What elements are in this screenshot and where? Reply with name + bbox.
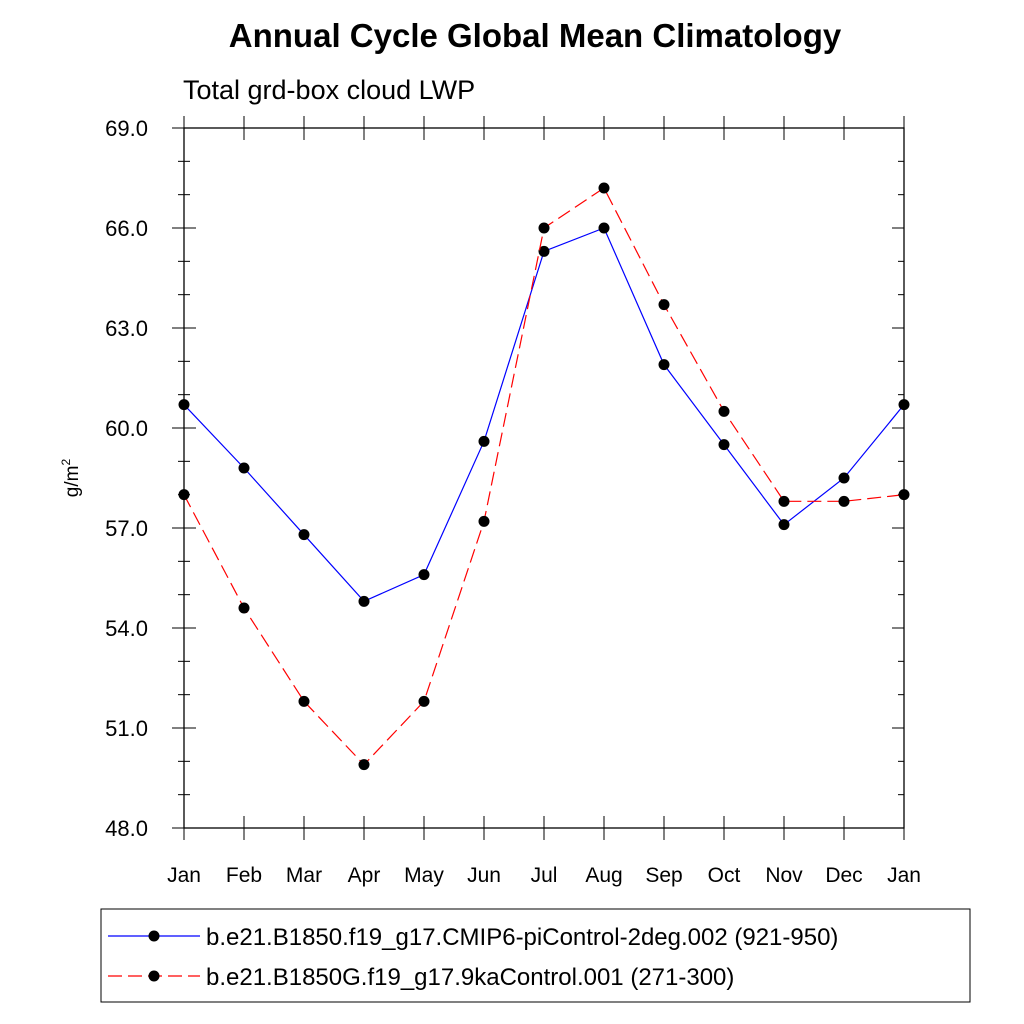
tick-labels: 48.0 51.0 54.0 57.0 60.0 63.0 66.0 69.0 Jan Feb Ma… [105,116,921,887]
x-tick-label: Jul [531,864,558,887]
series-1-marker [478,435,490,447]
series-1-marker [238,462,250,474]
series-2-marker [418,695,430,707]
legend: b.e21.B1850.f19_g17.CMIP6-piControl-2deg… [100,908,971,1003]
series-2-line [183,187,905,766]
x-tick-label: May [404,864,444,887]
series-1-marker [658,359,670,371]
x-tick-label: Jan [887,864,921,887]
series-layer [178,182,910,771]
y-tick-label: 54.0 [105,616,148,641]
axis-ticks [172,116,905,840]
series-1-line [183,227,905,603]
series-1-marker [718,439,730,451]
series-2-marker [538,222,550,234]
x-tick-label: Dec [825,864,862,887]
legend-label-2: b.e21.B1850G.f19_g17.9kaControl.001 (271… [206,964,734,991]
y-tick-label: 51.0 [105,716,148,741]
series-1-marker [298,529,310,541]
x-tick-label: Jun [467,864,501,887]
legend-label-1: b.e21.B1850.f19_g17.CMIP6-piControl-2deg… [206,924,838,951]
series-1-marker [778,519,790,531]
series-1-marker [538,245,550,257]
series-2-marker [718,405,730,417]
legend-marker-2 [148,970,160,982]
y-tick-label: 63.0 [105,316,148,341]
series-2-marker [358,759,370,771]
series-1-marker [358,595,370,607]
series-2 [178,182,910,771]
chart-subtitle: Total grd-box cloud LWP [183,75,475,105]
x-tick-label: Oct [708,864,741,887]
x-tick-label: Apr [348,864,381,887]
series-1-marker [598,222,610,234]
y-tick-label: 57.0 [105,516,148,541]
y-tick-label: 69.0 [105,116,148,141]
series-2-marker [838,495,850,507]
legend-box [100,908,971,1003]
series-2-marker [598,182,610,194]
series-2-marker [478,515,490,527]
series-1 [178,222,910,607]
y-axis-label-sup: 2 [59,459,73,466]
x-tick-label: Aug [585,864,622,887]
series-1-marker [838,472,850,484]
x-tick-label: Feb [226,864,262,887]
x-tick-label: Sep [645,864,682,887]
series-2-marker [778,495,790,507]
series-2-marker [658,299,670,311]
series-2-marker [298,695,310,707]
x-tick-label: Jan [167,864,201,887]
x-tick-label: Mar [286,864,322,887]
chart-title: Annual Cycle Global Mean Climatology [229,17,842,54]
plot-frame [183,127,905,829]
legend-marker-1 [148,930,160,942]
series-1-marker [418,569,430,581]
x-tick-label: Nov [765,864,803,887]
y-axis-label: g/m2 [59,459,83,498]
y-tick-label: 48.0 [105,816,148,841]
legend-items: b.e21.B1850.f19_g17.CMIP6-piControl-2deg… [108,924,838,991]
y-tick-label: 66.0 [105,216,148,241]
y-tick-label: 60.0 [105,416,148,441]
y-axis-label-base: g/m [62,466,83,498]
series-2-marker [238,602,250,614]
